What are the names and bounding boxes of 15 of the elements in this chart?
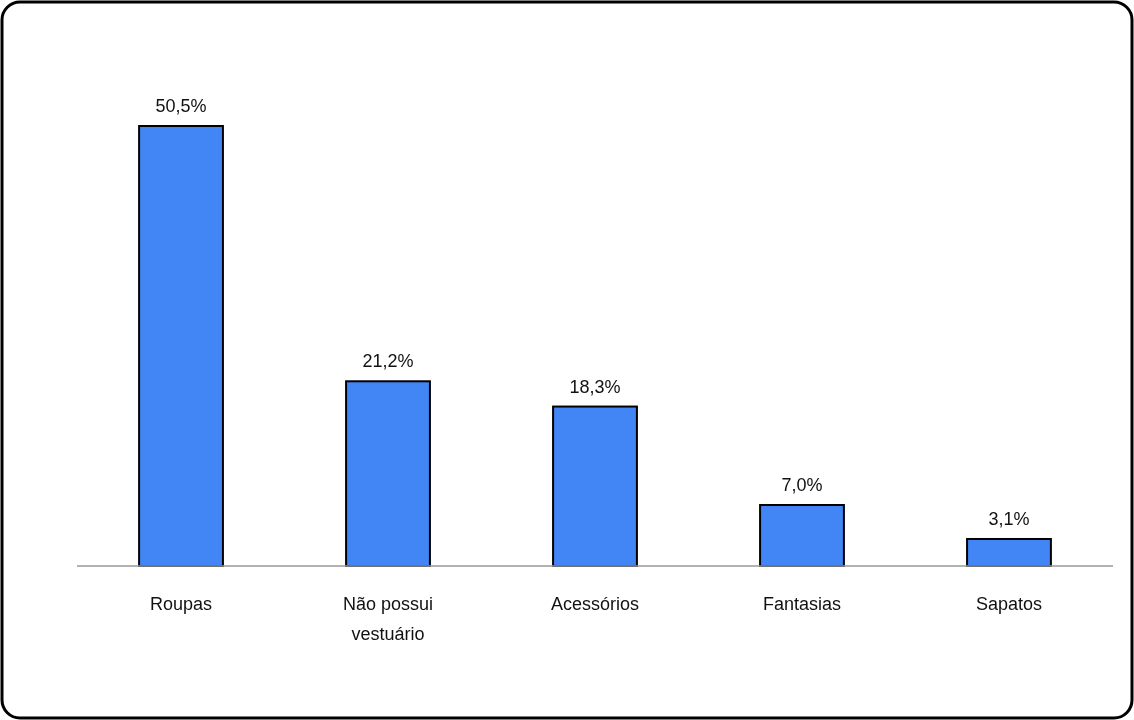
- data-label: 18,3%: [569, 376, 621, 397]
- x-tick-label: Fantasias: [762, 594, 842, 614]
- bar: [759, 504, 845, 567]
- data-label: 7,0%: [781, 475, 823, 496]
- bar: [966, 537, 1052, 567]
- bar: [138, 125, 224, 567]
- bar: [552, 405, 638, 567]
- x-tick-label: Roupas: [149, 594, 213, 614]
- bar: [345, 380, 431, 567]
- data-label: 3,1%: [988, 508, 1030, 529]
- data-label: 21,2%: [362, 351, 414, 372]
- x-tick-label: Não possui vestuário: [342, 594, 434, 644]
- data-label: 50,5%: [155, 96, 207, 116]
- x-tick-label: Acessórios: [550, 594, 640, 614]
- x-tick-label: Sapatos: [975, 594, 1043, 614]
